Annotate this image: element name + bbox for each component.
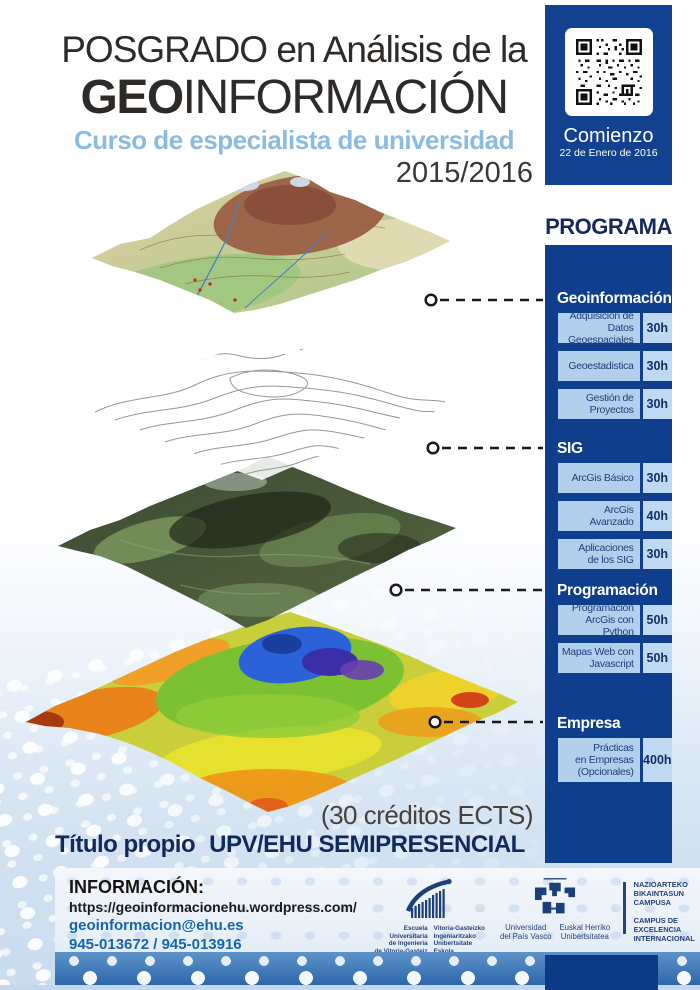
course-hours-badge: 40h [642, 501, 672, 531]
course-hours-badge: 400h [642, 738, 672, 782]
course-hours-badge: 50h [642, 643, 672, 673]
school-name-eu: Vitoria-Gasteizko Ingeniaritzako Unibert… [433, 925, 485, 955]
course-label: Programación ArcGis con Python [558, 602, 640, 638]
course-row: Geoestadistica 30h [558, 351, 672, 381]
section-title: Programación [557, 582, 658, 599]
university-name-es: Universidad del País Vasco [500, 923, 552, 941]
course-label: Prácticas en Empresas (Opcionales) [558, 738, 640, 782]
section-title: SIG [557, 440, 583, 457]
connector-programacion [389, 583, 543, 597]
course-label: Mapas Web con Javascript [558, 643, 640, 673]
footer-panel: INFORMACIÓN: https://geoinformacionehu.w… [55, 868, 700, 955]
contact-info: INFORMACIÓN: https://geoinformacionehu.w… [55, 868, 367, 954]
bottom-strip [0, 985, 700, 990]
section-empresa: Empresa Prácticas en Empresas (Opcionale… [545, 712, 672, 782]
school-name-es: Escuela Universitaria de Ingeniería de V… [374, 925, 428, 955]
qr-panel: Comienzo 22 de Enero de 2016 [545, 5, 672, 185]
course-row: Programación ArcGis con Python 50h [558, 602, 672, 638]
course-row: Prácticas en Empresas (Opcionales) 400h [558, 738, 672, 782]
section-geoinformacion: Geoinformación Adquisición de Datos Geoe… [545, 245, 672, 419]
program-heading: PROGRAMA [545, 214, 672, 239]
poster-header: POSGRADO en Análisis de la GEOINFORMACIÓ… [55, 28, 533, 190]
course-hours-badge: 30h [642, 463, 672, 493]
course-hours-badge: 30h [642, 389, 672, 419]
qr-code-icon [575, 39, 642, 105]
degree-main: UPV/EHU SEMIPRESENCIAL [209, 831, 525, 858]
course-hours-badge: 50h [642, 605, 672, 635]
school-names: Escuela Universitaria de Ingeniería de V… [367, 925, 492, 955]
university-name-eu: Euskal Herriko Unibertsitatea [559, 923, 611, 941]
degree-line: Título propio UPV/EHU SEMIPRESENCIAL [55, 831, 533, 859]
course-hours-badge: 30h [642, 313, 672, 343]
title-informacion: INFORMACIÓN [182, 71, 509, 124]
title-line1: POSGRADO en Análisis de la [61, 29, 528, 70]
university-names: Universidad del País Vasco Euskal Herrik… [500, 923, 610, 941]
connector-sig [426, 441, 543, 455]
course-label: ArcGis Básico [558, 463, 640, 493]
topographic-map-layer [92, 171, 450, 313]
course-row: ArcGis Avanzado 40h [558, 501, 672, 531]
course-label: Geoestadistica [558, 351, 640, 381]
section-programacion: Programación Programación ArcGis con Pyt… [545, 579, 672, 673]
degree-prefix: Título propio [55, 831, 196, 858]
course-label: Gestión de Proyectos [558, 389, 640, 419]
contour-lines-layer [72, 336, 458, 480]
start-label: Comienzo [563, 125, 654, 147]
program-column: Geoinformación Adquisición de Datos Geoe… [545, 245, 672, 863]
course-row: Gestión de Proyectos 30h [558, 389, 672, 419]
connector-empresa [428, 715, 543, 729]
bottom-navy-block [545, 955, 658, 990]
course-row: Adquisición de Datos Geoespaciales 30h [558, 310, 672, 346]
course-label: ArcGis Avanzado [558, 501, 640, 531]
course-row: Mapas Web con Javascript 50h [558, 643, 672, 673]
course-hours-badge: 30h [642, 351, 672, 381]
info-label: INFORMACIÓN: [69, 877, 204, 897]
phone-numbers: 945-013672 / 945-013916 [69, 936, 242, 953]
connector-geoinformacion [424, 293, 543, 307]
course-label: Adquisición de Datos Geoespaciales [558, 310, 640, 346]
school-logo-block: Escuela Universitaria de Ingeniería de V… [367, 868, 492, 955]
email-link[interactable]: geoinformacion@ehu.es [69, 917, 244, 934]
course-hours-badge: 30h [642, 539, 672, 569]
edition-year: 2015/2016 [395, 157, 533, 189]
title-geo: GEO [80, 71, 184, 124]
course-row: ArcGis Básico 30h [558, 463, 672, 493]
excellence-campus-label: NAZIOARTEKO BIKAINTASUN CAMPUSA CAMPUS D… [633, 880, 695, 943]
title-line2: GEOINFORMACIÓN [55, 72, 533, 124]
subtitle: Curso de especialista de universidad [73, 125, 515, 155]
course-row: Aplicaciones de los SIG 30h [558, 539, 672, 569]
section-title: Empresa [557, 715, 621, 732]
footer-divider [622, 882, 626, 934]
course-label: Aplicaciones de los SIG [558, 539, 640, 569]
school-fan-logo-icon [406, 878, 452, 918]
university-logo-block: Universidad del País Vasco Euskal Herrik… [498, 868, 613, 941]
ects-credits: (30 créditos ECTS) [320, 800, 534, 830]
qr-box [564, 28, 653, 116]
upv-ehu-tree-logo-icon [535, 878, 576, 914]
section-title: Geoinformación [557, 290, 672, 307]
start-date: 22 de Enero de 2016 [559, 147, 658, 159]
layer-connectors [389, 293, 543, 729]
dem-elevation-layer [26, 612, 518, 812]
website-link[interactable]: https://geoinformacionehu.wordpress.com/ [69, 899, 357, 915]
section-sig: SIG ArcGis Básico 30h ArcGis Avanzado 40… [545, 437, 672, 569]
